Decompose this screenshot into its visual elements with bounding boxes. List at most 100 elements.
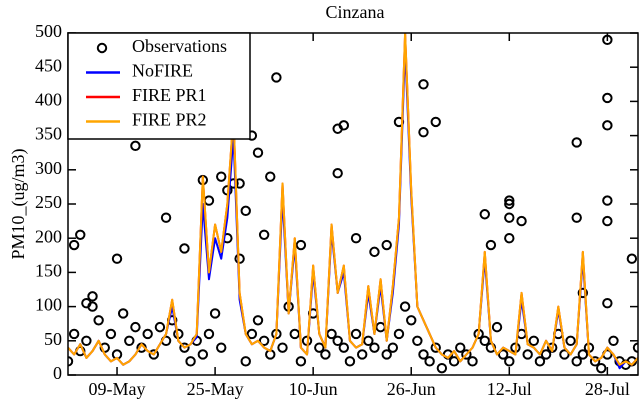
observation-point [571,356,582,367]
observation-point [577,349,589,360]
observation-point [93,315,104,326]
observation-point [596,362,607,374]
observation-point [424,356,435,367]
x-tick-label: 25-May [187,379,244,399]
observation-point [455,342,466,353]
observation-point [326,328,337,340]
observation-point [111,253,123,264]
observation-point [295,239,307,251]
y-tick-label: 500 [35,21,62,41]
observation-point [240,205,251,217]
observation-point [602,195,613,206]
observation-point [540,349,552,360]
x-tick-label: 26-Jun [387,379,436,399]
y-tick-label: 150 [35,261,62,281]
observation-point [418,126,429,138]
observation-point [522,349,533,360]
observation-point [436,362,448,374]
observation-point [265,171,276,182]
observation-point [295,356,307,367]
y-tick-label: 200 [35,226,62,246]
observation-point [338,120,350,131]
observation-point [448,356,460,367]
chart-title: Cinzana [326,2,385,22]
observation-point [381,239,392,251]
observation-point [504,212,515,223]
series-line [68,33,638,366]
observation-point [252,315,264,326]
observation-point [81,297,92,309]
observation-point [516,215,527,227]
observation-point [571,137,582,148]
observation-point [608,335,619,346]
observation-point [203,328,215,340]
legend-label: Observations [132,36,227,56]
observation-point [461,349,472,360]
observation-point [369,246,380,258]
observation-point [99,342,110,353]
observation-point [534,356,546,367]
observation-point [602,120,613,131]
observation-point [467,356,478,367]
observation-point [399,301,411,312]
observation-point [491,321,503,333]
legend-label: FIRE PR2 [132,110,207,130]
observation-point [154,321,166,333]
observation-point [81,335,92,346]
observation-point [216,171,227,182]
observation-point [258,335,270,346]
observation-point [387,342,399,353]
observation-point [381,349,392,360]
legend-marker [96,42,108,54]
observation-point [602,297,613,309]
observation-point [209,308,221,319]
observation-point [479,335,490,346]
observation-point [406,315,417,326]
observation-point [203,195,215,206]
observation-point [504,195,515,206]
observation-point [87,291,98,302]
y-tick-label: 400 [35,90,62,110]
observation-point [252,147,264,158]
observation-point [589,356,601,367]
legend-label: NoFIRE [132,61,193,81]
observation-point [504,198,515,210]
observation-point [418,79,429,90]
observation-point [117,308,129,319]
observation-point [258,229,270,240]
y-tick-label: 250 [35,192,62,212]
observation-point [320,349,331,360]
observation-point [332,168,343,179]
observation-point [565,335,576,346]
observation-point [185,356,196,367]
x-tick-label: 10-Jun [289,379,338,399]
observation-point [130,140,141,152]
observation-point [559,349,570,360]
observation-point [350,233,362,244]
observation-point [344,356,356,367]
y-tick-label: 0 [53,363,62,383]
observation-point [197,349,209,360]
observation-point [504,356,515,367]
y-axis-label: PM10_(ug/m3) [8,148,29,259]
observation-point [571,212,582,223]
observation-point [246,328,258,340]
observation-point [105,328,117,340]
observation-point [216,342,227,353]
observation-point [350,328,362,340]
observation-point [148,349,160,360]
observation-point [142,328,153,340]
observation-point [363,335,374,346]
observation-point [497,349,509,360]
x-tick-label: 28-Jul [585,379,630,399]
observation-point [68,328,80,340]
observation-point [577,287,589,299]
y-tick-label: 450 [35,55,62,75]
observation-point [314,342,325,353]
observation-point [240,356,251,367]
observation-point [504,233,515,244]
observation-point [369,342,380,353]
observation-point [234,253,245,264]
observation-point [412,335,423,346]
legend-label: FIRE PR1 [132,85,207,105]
